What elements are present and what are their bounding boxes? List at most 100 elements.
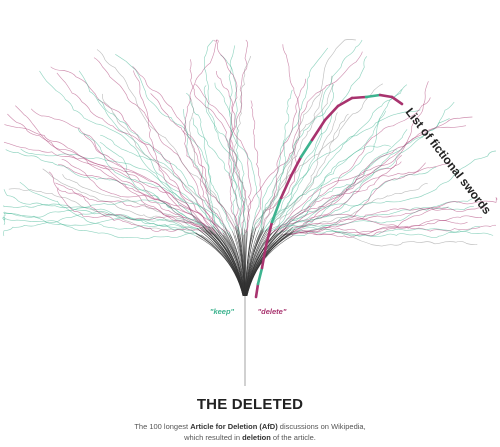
discussion-branch	[48, 171, 208, 228]
highlighted-path-segment	[390, 95, 404, 106]
discussion-branch	[115, 54, 224, 233]
discussion-branch	[3, 211, 201, 237]
discussion-branch	[258, 47, 329, 231]
discussion-branch	[102, 93, 229, 236]
discussion-branch	[266, 39, 363, 231]
discussion-branch	[260, 39, 356, 230]
discussion-branch	[289, 228, 478, 247]
discussion-branch	[282, 163, 450, 231]
highlighted-path-segment	[299, 138, 314, 159]
discussion-branch	[198, 226, 244, 297]
description-text: discussions on Wikipedia,	[277, 422, 366, 431]
discussion-branch	[271, 81, 429, 234]
discussion-branch	[220, 54, 243, 230]
discussion-branch	[3, 207, 197, 237]
discussion-branch	[93, 57, 224, 236]
chart-title: THE DELETED	[196, 396, 304, 413]
discussion-branch	[8, 188, 196, 234]
discussion-branch	[214, 82, 242, 235]
highlighted-path-segment	[260, 244, 268, 270]
discussion-branch	[195, 84, 239, 231]
discussion-branch	[183, 39, 237, 230]
highlighted-path-segment	[289, 155, 303, 178]
discussion-branch	[268, 113, 349, 230]
highlighted-path-segment	[279, 174, 293, 200]
discussion-branch	[244, 44, 301, 235]
highlighted-article-label: List of fictional swords	[403, 105, 495, 217]
discussion-branch	[78, 70, 220, 233]
discussion-branch	[99, 142, 209, 228]
discussion-branch	[263, 89, 402, 231]
discussion-branch	[189, 59, 245, 234]
highlighted-path-segment	[264, 220, 274, 248]
discussion-branch	[3, 212, 199, 235]
discussion-branch	[216, 70, 247, 227]
discussion-branch	[186, 92, 233, 232]
trunk-lines	[195, 225, 295, 297]
highlighted-path-segment	[254, 282, 260, 299]
discussion-branch	[100, 134, 215, 227]
discussion-branch	[4, 124, 214, 236]
discussion-branch	[50, 66, 209, 230]
discussion-branch	[228, 39, 248, 228]
discussion-branch	[56, 72, 225, 232]
highlighted-path-segment	[310, 118, 327, 142]
discussion-branch	[233, 55, 252, 230]
discussion-branch	[2, 216, 196, 240]
discussion-branch	[203, 85, 246, 236]
discussion-branch	[228, 45, 260, 230]
discussion-branch	[7, 113, 211, 232]
discussion-branch	[281, 161, 402, 233]
discussion-branch	[282, 116, 473, 231]
highlighted-discussion-segments	[254, 93, 404, 299]
delete-branch-label: "delete"	[258, 307, 287, 316]
discussion-branch	[96, 49, 236, 227]
description-text: The 100 longest	[134, 422, 191, 431]
discussion-branch	[55, 182, 205, 233]
discussion-branch	[280, 149, 398, 227]
discussion-branch	[61, 159, 202, 228]
description-text: of the article.	[270, 433, 316, 442]
highlighted-path-segment	[378, 93, 394, 99]
discussion-branch	[5, 149, 204, 227]
discussion-branch	[293, 228, 494, 237]
discussion-branch	[77, 128, 226, 228]
highlighted-path-segment	[350, 95, 368, 100]
highlighted-path-segment	[323, 104, 340, 122]
discussion-branch	[292, 226, 480, 238]
description-emphasis: Article for Deletion (AfD)	[190, 422, 278, 431]
discussion-branch	[275, 84, 408, 230]
discussion-branch	[244, 231, 248, 297]
discussion-branch	[192, 117, 239, 236]
discussion-branch	[230, 235, 245, 297]
discussion-branch	[182, 109, 231, 236]
description-text: which resulted in	[184, 433, 243, 442]
discussion-branch	[292, 214, 468, 229]
discussion-branch	[259, 84, 334, 234]
description-emphasis: deletion	[242, 433, 271, 442]
discussion-branch	[263, 83, 383, 229]
highlighted-path-segment	[364, 93, 382, 99]
discussion-branch	[58, 164, 199, 228]
discussion-branch	[290, 215, 483, 238]
discussion-branch	[132, 66, 230, 233]
discussion-branch	[287, 224, 497, 236]
discussion-branch	[263, 78, 307, 227]
discussion-branch	[293, 206, 449, 237]
discussion-branches	[2, 39, 498, 247]
discussion-branch	[288, 150, 497, 229]
discussion-branch	[3, 141, 212, 227]
highlighted-path-segment	[336, 96, 354, 108]
discussion-branch	[62, 174, 211, 231]
discussion-branch	[39, 70, 212, 228]
discussion-branch	[133, 70, 223, 230]
discussion-branch	[203, 39, 246, 229]
discussion-branch	[250, 100, 262, 227]
discussion-branch	[97, 99, 223, 236]
discussion-branch	[291, 207, 487, 233]
discussion-branch	[57, 187, 203, 227]
discussion-branch	[216, 39, 252, 232]
discussion-branch	[266, 109, 421, 230]
discussion-branch	[19, 181, 202, 236]
